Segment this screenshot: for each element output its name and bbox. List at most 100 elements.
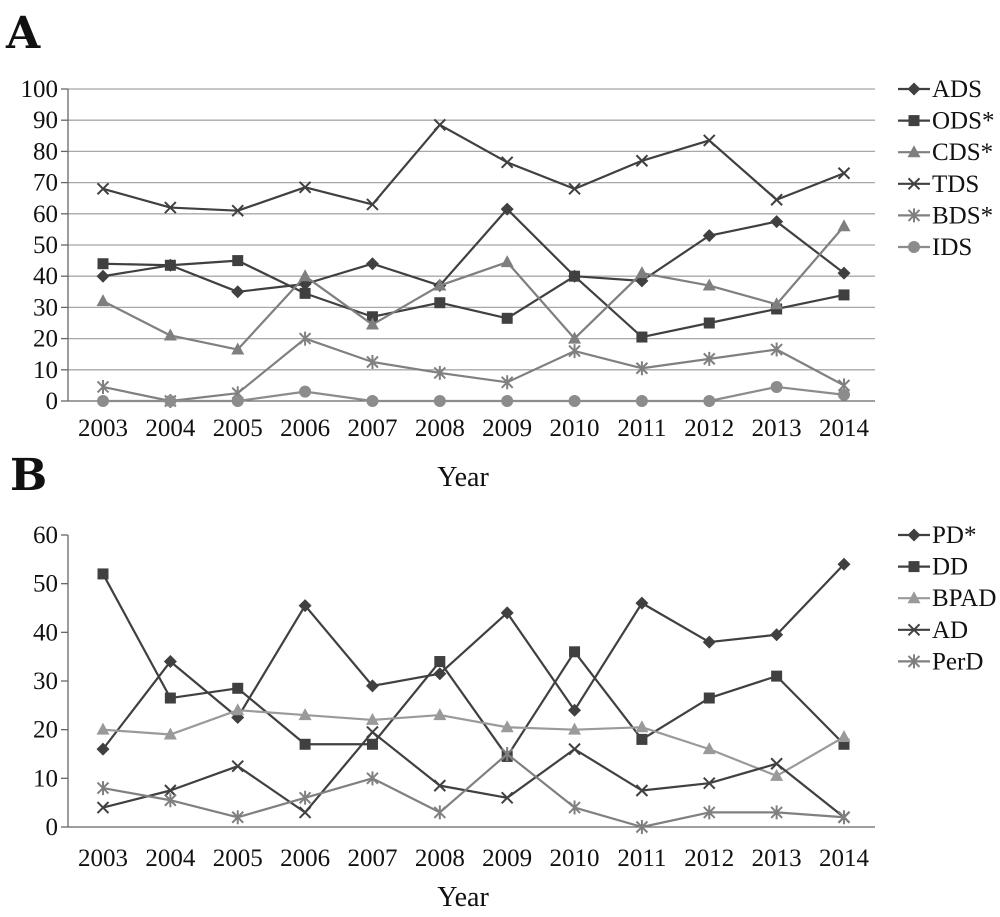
panel-a-series-line-ads bbox=[102, 208, 845, 293]
panel-a-point-ods bbox=[164, 259, 176, 271]
panel-a-series-line-tds bbox=[102, 123, 845, 212]
panel-b-point-pd bbox=[298, 599, 312, 613]
panel-b-point-pd bbox=[163, 655, 177, 669]
panel-a-point-tds bbox=[500, 156, 514, 169]
panel-b-point-dd bbox=[232, 682, 244, 694]
panel-a-y-tick-label: 10 bbox=[33, 357, 58, 384]
panel-b-point-perd bbox=[770, 805, 783, 820]
panel-b-point-ad bbox=[703, 776, 716, 790]
panel-a-point-ads bbox=[500, 202, 514, 216]
panel-b-point-ad bbox=[770, 757, 783, 770]
panel-b-point-ad bbox=[433, 779, 447, 792]
panel-b-point-ad bbox=[500, 791, 514, 805]
panel-a-series-line-cds bbox=[102, 225, 845, 351]
panel-a-x-tick-label: 2009 bbox=[482, 415, 532, 442]
panel-a-point-bds bbox=[568, 344, 581, 359]
panel-b-point-bpad bbox=[702, 742, 716, 755]
panel-b-point-pd bbox=[500, 606, 514, 620]
panel-b-point-ad bbox=[568, 742, 581, 756]
panel-a-y-tick-label: 70 bbox=[33, 170, 58, 197]
panel-a-x-tick-label: 2012 bbox=[684, 415, 734, 442]
panel-b-series-line-dd bbox=[102, 573, 845, 758]
panel-a-y-tick-label: 50 bbox=[33, 232, 58, 259]
panel-a-point-cds bbox=[702, 278, 716, 291]
panel-a-point-ids bbox=[568, 395, 581, 407]
panel-a-point-tds bbox=[635, 154, 649, 167]
panel-b-x-tick-label: 2014 bbox=[819, 845, 870, 872]
panel-b-point-dd bbox=[434, 656, 446, 668]
panel-a-point-bds bbox=[703, 351, 716, 366]
panel-a-x-tick-label: 2014 bbox=[819, 415, 870, 442]
panel-a-x-tick-label: 2005 bbox=[213, 415, 263, 442]
panel-a-point-ids bbox=[635, 395, 648, 407]
panel-a-series-line-ids bbox=[103, 385, 845, 403]
panel-a-y-tick-label: 40 bbox=[33, 263, 58, 290]
panel-a-point-tds bbox=[433, 118, 447, 132]
panel-b-series-line-perd bbox=[102, 752, 845, 829]
panel-b-y-tick-label: 50 bbox=[33, 571, 58, 598]
panel-b-point-bpad bbox=[770, 768, 784, 781]
panel-a-point-ids bbox=[97, 395, 109, 407]
panel-b-point-pd bbox=[635, 596, 649, 610]
panel-a-point-ads bbox=[770, 215, 784, 229]
panel-b-point-dd bbox=[771, 670, 783, 682]
panel-b-point-bpad bbox=[298, 708, 312, 721]
panel-a-point-ids bbox=[501, 395, 514, 407]
panel-b-point-bpad bbox=[433, 708, 447, 721]
panel-a-point-ids bbox=[770, 380, 783, 393]
panel-b-point-perd bbox=[703, 805, 716, 820]
panel-a-x-tick-label: 2013 bbox=[752, 415, 802, 442]
panel-a-point-tds bbox=[366, 198, 379, 211]
panel-b-point-dd bbox=[164, 692, 176, 704]
panel-b-point-perd bbox=[837, 810, 851, 825]
panel-a-point-ids bbox=[703, 395, 716, 407]
panel-a-point-ads bbox=[96, 269, 110, 283]
panel-a-series-line-ods bbox=[102, 259, 845, 339]
panel-b-legend-label-ad: AD bbox=[932, 617, 968, 644]
panel-b-x-tick-label: 2011 bbox=[617, 845, 666, 872]
panel-a-x-tick-label: 2008 bbox=[415, 415, 465, 442]
panel-a-point-ids bbox=[231, 395, 244, 407]
panel-b-series-line-ad bbox=[102, 730, 845, 819]
panel-b-point-pd bbox=[365, 679, 379, 693]
panel-a-point-ods bbox=[232, 255, 244, 267]
panel-b-x-tick-label: 2007 bbox=[347, 845, 397, 872]
panel-b-point-pd bbox=[568, 703, 582, 717]
panel-a-point-ads bbox=[365, 257, 379, 271]
panel-b-x-tick-label: 2009 bbox=[482, 845, 532, 872]
panel-a-point-bds bbox=[433, 365, 447, 380]
panel-a-chart: 0 10 20 30 40 50 60 70 80 90 100 2003 2004 2005 2006 20… bbox=[21, 76, 995, 442]
panel-b-x-tick-label: 2006 bbox=[280, 845, 330, 872]
panel-a-legend-label-ads: ADS bbox=[932, 76, 982, 103]
panel-b-point-pd bbox=[96, 742, 110, 756]
panel-a-point-ods bbox=[703, 317, 715, 329]
panel-a-point-ids bbox=[164, 395, 177, 407]
panel-b-x-tick-label: 2013 bbox=[752, 845, 802, 872]
panel-b-point-pd bbox=[837, 557, 851, 571]
panel-b-point-bpad bbox=[365, 712, 379, 725]
panel-b-point-bpad bbox=[231, 703, 245, 716]
panel-b-point-perd bbox=[568, 800, 581, 815]
panel-b-point-dd bbox=[97, 568, 109, 580]
panel-b-point-pd bbox=[702, 635, 716, 649]
panel-a-label: A bbox=[5, 8, 41, 59]
panel-b-point-perd bbox=[164, 793, 177, 808]
panel-a-point-tds bbox=[231, 204, 244, 217]
panel-b-point-ad bbox=[366, 725, 379, 739]
panel-a-point-bds bbox=[635, 361, 649, 376]
panel-a-point-ods bbox=[299, 287, 311, 299]
panel-a-legend-label-tds: TDS bbox=[932, 171, 979, 198]
panel-b-legend-marker-perd bbox=[907, 654, 921, 669]
panel-b-point-dd bbox=[299, 738, 311, 750]
panel-b-y-tick-label: 40 bbox=[33, 619, 58, 646]
panel-a-x-tick-label: 2010 bbox=[550, 415, 600, 442]
panel-b-legend-marker-pd bbox=[907, 528, 921, 542]
panel-a-y-tick-label: 0 bbox=[46, 388, 59, 415]
panel-b-point-perd bbox=[298, 790, 312, 805]
panel-a-point-ids bbox=[838, 388, 850, 401]
panel-b-point-bpad bbox=[568, 722, 582, 735]
panel-b-x-tick-label: 2008 bbox=[415, 845, 465, 872]
panel-b-x-tick-label: 2010 bbox=[550, 845, 600, 872]
